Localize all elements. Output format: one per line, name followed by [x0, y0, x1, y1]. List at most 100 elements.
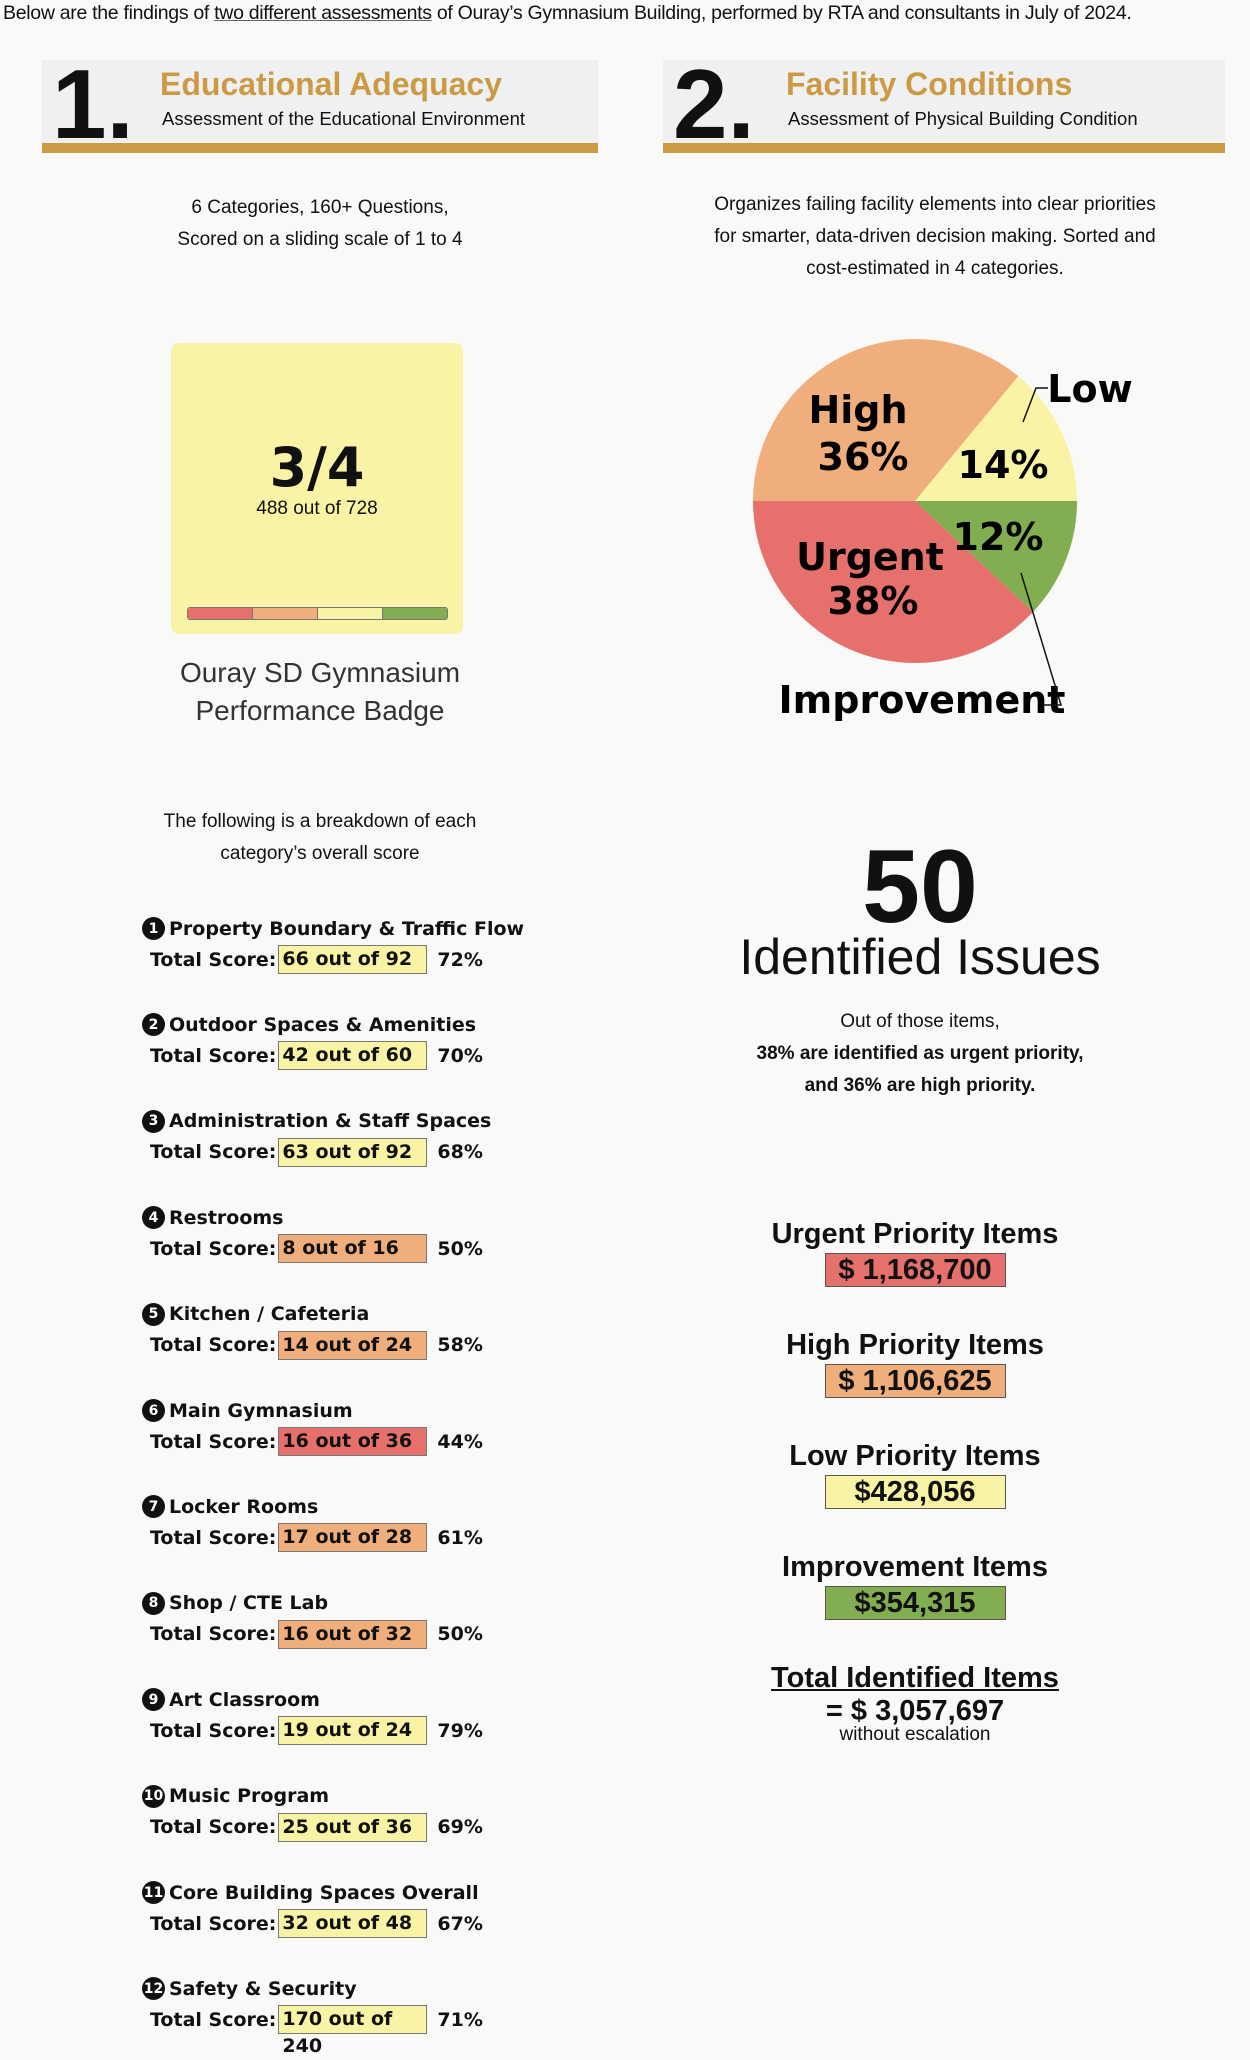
score-box: 14 out of 24	[278, 1330, 428, 1360]
category-number-badge: 7	[142, 1495, 165, 1519]
category-name: Core Building Spaces Overall	[169, 1881, 479, 1904]
score-percent: 69%	[437, 1816, 483, 1839]
category-number-badge: 11	[142, 1881, 165, 1904]
pie-slice-urgent	[753, 501, 1034, 663]
section-title: Facility Conditions	[786, 66, 1073, 102]
desc-line: Organizes failing facility elements into…	[714, 194, 1156, 215]
section-number: 2.	[673, 49, 755, 159]
category-name: Music Program	[169, 1785, 330, 1808]
category-item: 7 Locker Rooms Total Score: 17 out of 28 61…	[142, 1495, 562, 1553]
category-name: Shop / CTE Lab	[169, 1592, 329, 1615]
category-name: Outdoor Spaces & Amenities	[169, 1013, 477, 1036]
score-box: 25 out of 36	[278, 1812, 428, 1842]
category-item: 1 Property Boundary & Traffic Flow Total …	[142, 917, 562, 974]
category-name: Property Boundary & Traffic Flow	[169, 917, 525, 940]
score-box: 16 out of 36	[278, 1427, 428, 1456]
cost-value: $354,315	[824, 1586, 1006, 1620]
performance-badge: 3/4 488 out of 728	[171, 343, 463, 634]
cost-item: High Priority Items $ 1,106,625	[700, 1329, 1130, 1398]
category-item: 8 Shop / CTE Lab Total Score: 16 out of 32…	[142, 1591, 562, 1649]
score-box: 17 out of 28	[278, 1523, 428, 1553]
score-box: 8 out of 16	[278, 1234, 428, 1264]
scale-segment	[383, 608, 447, 619]
category-number-badge: 5	[142, 1302, 165, 1326]
score-percent: 50%	[437, 1237, 483, 1260]
pie-value-improvement: 12%	[953, 515, 1044, 559]
cost-item: Low Priority Items $428,056	[700, 1440, 1130, 1509]
category-item: 12 Safety & Security Total Score: 170 out …	[142, 1977, 562, 2057]
leader-line-low	[1022, 387, 1048, 423]
badge-detail: 488 out of 728	[256, 498, 378, 519]
score-label: Total Score:	[150, 1044, 277, 1067]
score-box: 16 out of 32	[278, 1619, 428, 1649]
cost-item: Urgent Priority Items $ 1,168,700	[700, 1218, 1130, 1287]
score-label: Total Score:	[150, 1719, 277, 1742]
score-percent: 61%	[437, 1526, 483, 1549]
pie-label-low: Low	[1047, 367, 1132, 411]
cost-item: Improvement Items $354,315	[700, 1551, 1130, 1620]
category-name: Locker Rooms	[169, 1495, 319, 1518]
total-value: = $ 3,057,697	[825, 1695, 1005, 1727]
score-box: 66 out of 92	[278, 945, 428, 974]
category-number-badge: 8	[142, 1591, 165, 1615]
score-label: Total Score:	[150, 1141, 277, 1164]
score-percent: 70%	[437, 1044, 483, 1067]
score-label: Total Score:	[150, 1237, 277, 1260]
scale-segment	[318, 608, 383, 619]
score-label: Total Score:	[150, 2008, 277, 2031]
total-title: Total Identified Items	[771, 1662, 1059, 1694]
issues-summary: 50 Identified Issues Out of those items,…	[700, 832, 1140, 1102]
category-number-badge: 2	[142, 1013, 165, 1037]
pie-slice-improvement	[915, 501, 1077, 612]
total-note: without escalation	[839, 1724, 991, 1745]
section2-header: 2. Facility Conditions Assessment of Phy…	[663, 54, 1225, 154]
section-subtitle: Assessment of the Educational Environmen…	[162, 108, 525, 129]
score-percent: 71%	[437, 2008, 483, 2031]
category-number-badge: 4	[142, 1206, 165, 1230]
score-percent: 50%	[437, 1623, 483, 1646]
section1-header: 1. Educational Adequacy Assessment of th…	[42, 54, 598, 154]
score-label: Total Score:	[150, 1623, 277, 1646]
score-box: 19 out of 24	[278, 1716, 428, 1746]
intro-line: The following is a breakdown of each	[163, 811, 477, 832]
category-name: Safety & Security	[169, 1977, 357, 2000]
issues-label: Identified Issues	[739, 929, 1101, 985]
desc-line: cost-estimated in 4 categories.	[806, 258, 1064, 279]
pie-slice-low	[915, 376, 1077, 501]
issues-count: 50	[862, 829, 978, 945]
issues-line: and 36% are high priority.	[804, 1075, 1036, 1096]
category-number-badge: 10	[142, 1784, 165, 1808]
section-title: Educational Adequacy	[160, 66, 502, 102]
category-item: 6 Main Gymnasium Total Score: 16 out of 36…	[142, 1399, 562, 1456]
pie-label-urgent: Urgent	[796, 535, 944, 579]
category-item: 2 Outdoor Spaces & Amenities Total Score:…	[142, 1013, 562, 1071]
pie-value-high: 36%	[818, 435, 909, 479]
category-number-badge: 12	[142, 1977, 165, 2001]
cost-value: $ 1,106,625	[824, 1364, 1006, 1398]
cost-title: High Priority Items	[786, 1329, 1044, 1361]
score-percent: 58%	[437, 1334, 483, 1357]
category-item: 4 Restrooms Total Score: 8 out of 16 50%	[142, 1206, 562, 1264]
cost-value: $ 1,168,700	[824, 1253, 1006, 1287]
category-number-badge: 3	[142, 1109, 165, 1133]
assessments-link[interactable]: two different assessments	[214, 2, 432, 24]
category-item: 11 Core Building Spaces Overall Total Sco…	[142, 1881, 562, 1938]
score-label: Total Score:	[150, 1334, 277, 1357]
section2-description: Organizes failing facility elements into…	[650, 189, 1220, 285]
intro-line: category’s overall score	[220, 843, 420, 864]
total-section: Total Identified Items = $ 3,057,697 wit…	[700, 1662, 1130, 1746]
cost-value: $428,056	[824, 1475, 1006, 1509]
badge-scale-bar	[187, 607, 448, 620]
score-box: 42 out of 60	[278, 1041, 428, 1071]
cost-title: Urgent Priority Items	[771, 1218, 1059, 1250]
pie-value-urgent: 38%	[828, 579, 919, 623]
category-name: Art Classroom	[169, 1688, 320, 1711]
desc-line: Scored on a sliding scale of 1 to 4	[177, 229, 463, 250]
score-percent: 68%	[437, 1141, 483, 1164]
score-label: Total Score:	[150, 1430, 277, 1453]
category-number-badge: 9	[142, 1688, 165, 1712]
pie-label-improvement: Improvement	[779, 678, 1066, 722]
section-number: 1.	[52, 49, 134, 159]
score-label: Total Score:	[150, 1816, 277, 1839]
